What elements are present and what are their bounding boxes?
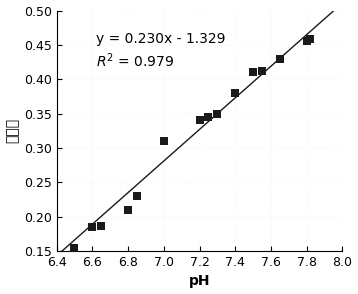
Point <box>277 56 283 61</box>
Point <box>259 69 265 74</box>
X-axis label: pH: pH <box>189 274 210 288</box>
Text: $R^2$ = 0.979: $R^2$ = 0.979 <box>96 51 174 70</box>
Point <box>134 194 140 198</box>
Point <box>125 208 131 212</box>
Point <box>205 115 211 119</box>
Point <box>90 225 95 229</box>
Y-axis label: 吸光度: 吸光度 <box>6 118 20 143</box>
Text: y = 0.230x - 1.329: y = 0.230x - 1.329 <box>96 32 226 46</box>
Point <box>214 111 220 116</box>
Point <box>72 245 77 250</box>
Point <box>250 70 256 75</box>
Point <box>308 37 313 42</box>
Point <box>197 118 202 123</box>
Point <box>98 223 104 228</box>
Point <box>161 139 166 143</box>
Point <box>304 39 310 44</box>
Point <box>232 91 238 95</box>
